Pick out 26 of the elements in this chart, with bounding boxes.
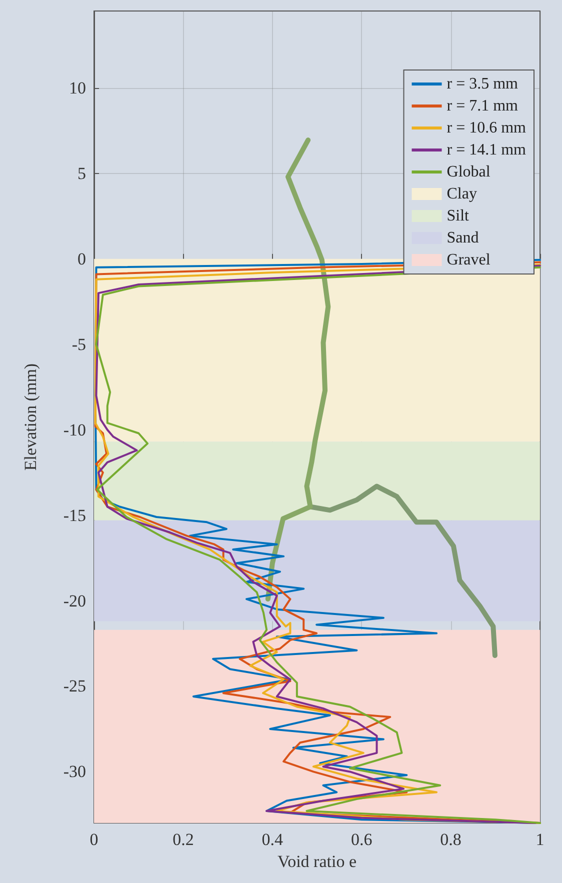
legend-label: Sand (446, 230, 479, 246)
x-tick-label: 0.2 (172, 830, 194, 849)
x-axis-title: Void ratio e (277, 852, 357, 871)
x-tick-label: 0.6 (350, 830, 372, 849)
x-tick-label: 0.4 (262, 830, 284, 849)
legend-label: r = 3.5 mm (446, 76, 519, 92)
y-tick-label: 10 (69, 78, 86, 98)
y-tick-label: -5 (72, 334, 86, 354)
y-tick-label: 0 (78, 249, 86, 268)
y-tick-label: -15 (63, 506, 86, 525)
x-tick-label: 0.8 (440, 830, 462, 849)
legend-label: Clay (446, 186, 477, 202)
legend-label: Gravel (446, 252, 491, 268)
legend-label: Silt (446, 208, 470, 224)
x-tick-label: 1 (536, 830, 544, 849)
legend-label: r = 10.6 mm (446, 120, 527, 136)
y-tick-label: -25 (63, 676, 86, 696)
x-tick-label: 0 (90, 830, 98, 849)
legend-label: r = 14.1 mm (446, 142, 527, 158)
y-tick-label: -30 (63, 762, 86, 782)
y-tick-label: -20 (63, 591, 86, 610)
legend-label: r = 7.1 mm (446, 98, 519, 114)
y-tick-label: -10 (63, 420, 86, 440)
y-tick-label: 5 (78, 164, 86, 183)
y-axis-title: Elevation (mm) (21, 363, 40, 471)
legend-label: Global (446, 164, 491, 180)
